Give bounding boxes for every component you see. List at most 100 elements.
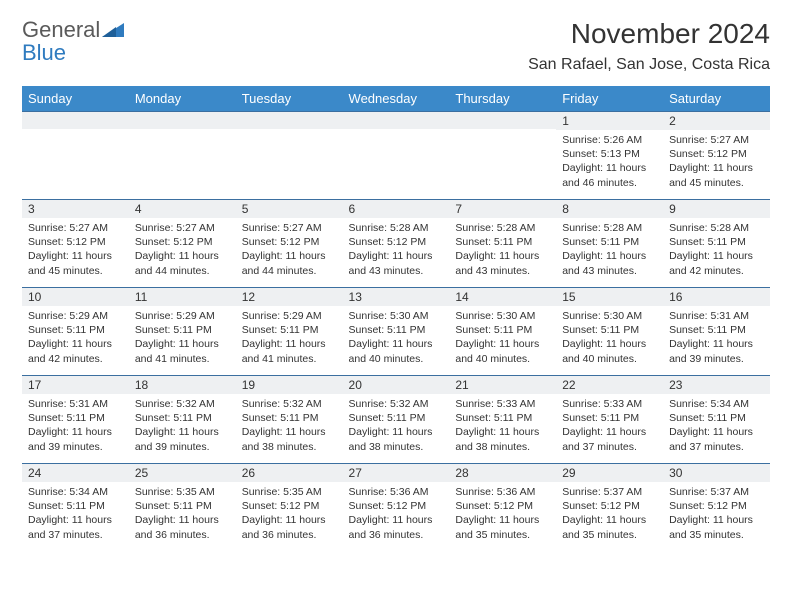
- cell-inner: 4Sunrise: 5:27 AMSunset: 5:12 PMDaylight…: [129, 199, 236, 282]
- calendar-cell: 20Sunrise: 5:32 AMSunset: 5:11 PMDayligh…: [343, 375, 450, 463]
- cell-line: Sunset: 5:11 PM: [28, 323, 123, 337]
- calendar-cell: 16Sunrise: 5:31 AMSunset: 5:11 PMDayligh…: [663, 287, 770, 375]
- calendar-week-row: 10Sunrise: 5:29 AMSunset: 5:11 PMDayligh…: [22, 287, 770, 375]
- calendar-cell: 23Sunrise: 5:34 AMSunset: 5:11 PMDayligh…: [663, 375, 770, 463]
- cell-line: Sunset: 5:12 PM: [349, 499, 444, 513]
- calendar-cell: 27Sunrise: 5:36 AMSunset: 5:12 PMDayligh…: [343, 463, 450, 551]
- cell-line: Daylight: 11 hours and 35 minutes.: [455, 513, 550, 541]
- cell-body: Sunrise: 5:29 AMSunset: 5:11 PMDaylight:…: [22, 306, 129, 370]
- day-number: 10: [22, 288, 129, 306]
- cell-inner: 11Sunrise: 5:29 AMSunset: 5:11 PMDayligh…: [129, 287, 236, 370]
- cell-line: Sunrise: 5:29 AM: [242, 309, 337, 323]
- cell-inner: 3Sunrise: 5:27 AMSunset: 5:12 PMDaylight…: [22, 199, 129, 282]
- cell-line: Sunset: 5:11 PM: [455, 323, 550, 337]
- cell-inner: 15Sunrise: 5:30 AMSunset: 5:11 PMDayligh…: [556, 287, 663, 370]
- cell-inner: 24Sunrise: 5:34 AMSunset: 5:11 PMDayligh…: [22, 463, 129, 546]
- day-header-row: SundayMondayTuesdayWednesdayThursdayFrid…: [22, 86, 770, 111]
- cell-body: [343, 129, 450, 136]
- day-number: 17: [22, 376, 129, 394]
- cell-inner: 30Sunrise: 5:37 AMSunset: 5:12 PMDayligh…: [663, 463, 770, 546]
- day-number: 13: [343, 288, 450, 306]
- cell-line: Sunrise: 5:33 AM: [455, 397, 550, 411]
- brand-word-1: General: [22, 17, 100, 42]
- cell-body: Sunrise: 5:28 AMSunset: 5:11 PMDaylight:…: [663, 218, 770, 282]
- cell-line: Sunrise: 5:34 AM: [669, 397, 764, 411]
- cell-line: Sunrise: 5:28 AM: [669, 221, 764, 235]
- day-number: [449, 112, 556, 129]
- calendar-cell: 3Sunrise: 5:27 AMSunset: 5:12 PMDaylight…: [22, 199, 129, 287]
- cell-line: Sunrise: 5:33 AM: [562, 397, 657, 411]
- cell-body: Sunrise: 5:28 AMSunset: 5:11 PMDaylight:…: [449, 218, 556, 282]
- calendar-table: SundayMondayTuesdayWednesdayThursdayFrid…: [22, 86, 770, 551]
- calendar-week-row: 24Sunrise: 5:34 AMSunset: 5:11 PMDayligh…: [22, 463, 770, 551]
- cell-line: Daylight: 11 hours and 36 minutes.: [349, 513, 444, 541]
- calendar-cell: 24Sunrise: 5:34 AMSunset: 5:11 PMDayligh…: [22, 463, 129, 551]
- day-number: 7: [449, 200, 556, 218]
- calendar-cell: 17Sunrise: 5:31 AMSunset: 5:11 PMDayligh…: [22, 375, 129, 463]
- cell-line: Sunrise: 5:30 AM: [349, 309, 444, 323]
- calendar-cell: 9Sunrise: 5:28 AMSunset: 5:11 PMDaylight…: [663, 199, 770, 287]
- day-header: Saturday: [663, 86, 770, 111]
- brand-text: General Blue: [22, 18, 124, 64]
- cell-body: Sunrise: 5:32 AMSunset: 5:11 PMDaylight:…: [236, 394, 343, 458]
- cell-inner: [22, 111, 129, 136]
- cell-line: Sunset: 5:11 PM: [669, 411, 764, 425]
- cell-line: Sunset: 5:11 PM: [135, 323, 230, 337]
- cell-line: Sunrise: 5:29 AM: [28, 309, 123, 323]
- day-number: 29: [556, 464, 663, 482]
- cell-body: Sunrise: 5:30 AMSunset: 5:11 PMDaylight:…: [556, 306, 663, 370]
- cell-line: Sunset: 5:12 PM: [135, 235, 230, 249]
- month-title: November 2024: [528, 18, 770, 50]
- calendar-cell: 10Sunrise: 5:29 AMSunset: 5:11 PMDayligh…: [22, 287, 129, 375]
- cell-body: Sunrise: 5:33 AMSunset: 5:11 PMDaylight:…: [556, 394, 663, 458]
- cell-line: Sunset: 5:11 PM: [349, 323, 444, 337]
- calendar-cell: 25Sunrise: 5:35 AMSunset: 5:11 PMDayligh…: [129, 463, 236, 551]
- cell-line: Daylight: 11 hours and 43 minutes.: [455, 249, 550, 277]
- cell-line: Sunset: 5:11 PM: [242, 323, 337, 337]
- day-number: 18: [129, 376, 236, 394]
- calendar-week-row: 3Sunrise: 5:27 AMSunset: 5:12 PMDaylight…: [22, 199, 770, 287]
- cell-line: Daylight: 11 hours and 39 minutes.: [28, 425, 123, 453]
- cell-inner: [449, 111, 556, 136]
- cell-line: Daylight: 11 hours and 37 minutes.: [28, 513, 123, 541]
- cell-inner: 7Sunrise: 5:28 AMSunset: 5:11 PMDaylight…: [449, 199, 556, 282]
- cell-line: Daylight: 11 hours and 45 minutes.: [669, 161, 764, 189]
- cell-line: Sunset: 5:11 PM: [562, 235, 657, 249]
- cell-body: Sunrise: 5:28 AMSunset: 5:11 PMDaylight:…: [556, 218, 663, 282]
- cell-body: Sunrise: 5:31 AMSunset: 5:11 PMDaylight:…: [663, 306, 770, 370]
- cell-line: Daylight: 11 hours and 38 minutes.: [349, 425, 444, 453]
- calendar-cell: 13Sunrise: 5:30 AMSunset: 5:11 PMDayligh…: [343, 287, 450, 375]
- cell-body: Sunrise: 5:27 AMSunset: 5:12 PMDaylight:…: [663, 130, 770, 194]
- day-number: 20: [343, 376, 450, 394]
- calendar-cell: [343, 111, 450, 199]
- cell-inner: 5Sunrise: 5:27 AMSunset: 5:12 PMDaylight…: [236, 199, 343, 282]
- cell-line: Sunrise: 5:27 AM: [28, 221, 123, 235]
- day-header: Sunday: [22, 86, 129, 111]
- day-number: [236, 112, 343, 129]
- cell-inner: [236, 111, 343, 136]
- calendar-cell: 21Sunrise: 5:33 AMSunset: 5:11 PMDayligh…: [449, 375, 556, 463]
- calendar-cell: [129, 111, 236, 199]
- cell-line: Sunrise: 5:37 AM: [669, 485, 764, 499]
- cell-inner: 2Sunrise: 5:27 AMSunset: 5:12 PMDaylight…: [663, 111, 770, 194]
- day-number: 30: [663, 464, 770, 482]
- cell-line: Sunrise: 5:31 AM: [28, 397, 123, 411]
- cell-line: Sunrise: 5:26 AM: [562, 133, 657, 147]
- cell-line: Sunrise: 5:27 AM: [135, 221, 230, 235]
- cell-inner: [129, 111, 236, 136]
- cell-body: [129, 129, 236, 136]
- cell-inner: 27Sunrise: 5:36 AMSunset: 5:12 PMDayligh…: [343, 463, 450, 546]
- cell-line: Sunset: 5:11 PM: [135, 411, 230, 425]
- calendar-cell: [22, 111, 129, 199]
- cell-line: Sunset: 5:12 PM: [242, 235, 337, 249]
- cell-inner: 10Sunrise: 5:29 AMSunset: 5:11 PMDayligh…: [22, 287, 129, 370]
- day-number: 11: [129, 288, 236, 306]
- cell-body: Sunrise: 5:30 AMSunset: 5:11 PMDaylight:…: [449, 306, 556, 370]
- cell-body: Sunrise: 5:33 AMSunset: 5:11 PMDaylight:…: [449, 394, 556, 458]
- day-number: 3: [22, 200, 129, 218]
- cell-line: Sunrise: 5:37 AM: [562, 485, 657, 499]
- cell-inner: 22Sunrise: 5:33 AMSunset: 5:11 PMDayligh…: [556, 375, 663, 458]
- day-number: 22: [556, 376, 663, 394]
- cell-line: Daylight: 11 hours and 43 minutes.: [562, 249, 657, 277]
- day-header: Thursday: [449, 86, 556, 111]
